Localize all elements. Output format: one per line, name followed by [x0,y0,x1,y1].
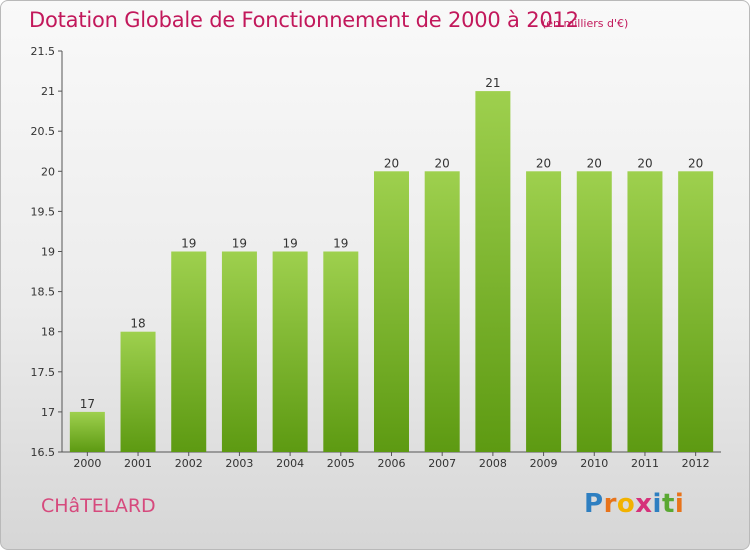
bar-value-label: 17 [80,397,95,411]
logo-letter: t [661,489,675,519]
x-tick-label: 2005 [327,457,355,470]
bar-value-label: 19 [282,237,297,251]
bar-value-label: 19 [232,237,247,251]
y-tick-label: 17 [41,406,55,419]
bar [678,171,714,453]
bar [576,171,612,453]
proxiti-logo: Proxiti [584,489,684,519]
logo-letter: r [603,489,617,519]
bar-value-label: 20 [435,156,450,170]
bar [272,251,308,452]
chart-title: Dotation Globale de Fonctionnement de 20… [29,8,579,32]
x-tick-label: 2008 [479,457,507,470]
y-tick-label: 20.5 [31,125,56,138]
y-tick-label: 19.5 [31,205,56,218]
y-tick-label: 21 [41,85,55,98]
logo-letter: P [584,489,604,519]
bar [120,331,156,452]
y-tick-label: 21.5 [31,45,56,58]
bar-value-label: 18 [130,317,145,331]
bar [424,171,460,453]
commune-name: CHâTELARD [41,495,156,517]
y-tick-label: 16.5 [31,446,56,459]
y-tick-label: 19 [41,246,55,259]
logo-letter: x [635,489,653,519]
bar [221,251,257,452]
x-tick-label: 2000 [73,457,101,470]
x-tick-label: 2001 [124,457,152,470]
x-tick-label: 2009 [530,457,558,470]
logo-letter: i [674,489,685,519]
logo-letter: o [616,489,636,519]
x-tick-label: 2006 [378,457,406,470]
bar-value-label: 20 [587,156,602,170]
bar [323,251,359,452]
bar [171,251,207,452]
bar-value-label: 19 [333,237,348,251]
bar [374,171,409,453]
y-tick-label: 20 [41,165,55,178]
y-tick-label: 17.5 [31,366,56,379]
x-tick-label: 2002 [175,457,203,470]
bar-value-label: 21 [485,76,500,90]
bar-value-label: 20 [536,156,551,170]
logo-letter: i [652,489,662,519]
unit-note: (en milliers d'€) [542,17,629,30]
bar [627,171,663,453]
x-tick-label: 2003 [225,457,253,470]
y-tick-label: 18.5 [31,286,56,299]
bar-value-label: 20 [637,156,652,170]
bar-value-label: 19 [181,237,196,251]
x-tick-label: 2004 [276,457,304,470]
y-tick-label: 18 [41,326,55,339]
bar-value-label: 20 [688,156,703,170]
bar-value-label: 20 [384,156,399,170]
x-tick-label: 2007 [428,457,456,470]
bar [526,171,562,453]
x-tick-label: 2011 [631,457,659,470]
bar [69,411,105,452]
x-tick-label: 2010 [580,457,608,470]
x-tick-label: 2012 [682,457,710,470]
bar [475,91,511,452]
